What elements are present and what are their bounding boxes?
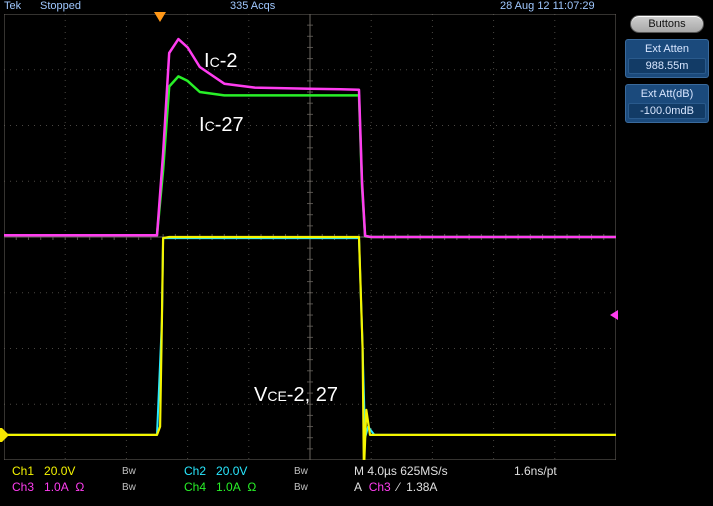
ch2-scale: 20.0V: [216, 464, 247, 478]
ch4-ohm: Ω: [247, 480, 256, 494]
acq-status: Stopped: [40, 0, 81, 12]
ext-atten-box[interactable]: Ext Atten 988.55m: [625, 39, 709, 78]
ch3-bw-tag: Bw: [122, 482, 136, 493]
trig-level: 1.38A: [406, 480, 437, 494]
ch3-scale: 1.0A: [44, 480, 69, 494]
ch2-label: Ch2: [184, 464, 206, 478]
ch2-bw-tag: Bw: [294, 466, 308, 477]
trig-slope-icon: ⁄: [394, 480, 403, 494]
brand-label: Tek: [4, 0, 21, 12]
ext-atten-value: 988.55m: [628, 58, 706, 74]
annotation-ic2: IC-2: [204, 50, 237, 73]
ext-att-db-box[interactable]: Ext Att(dB) -100.0mdB: [625, 84, 709, 123]
oscilloscope-screenshot: Tek Stopped 335 Acqs 28 Aug 12 11:07:29 …: [0, 0, 713, 506]
ext-att-db-title: Ext Att(dB): [628, 88, 706, 100]
ch1-ground-marker: 1: [0, 428, 2, 442]
ch1-bw-tag: Bw: [122, 466, 136, 477]
top-status-bar: Tek Stopped 335 Acqs 28 Aug 12 11:07:29: [0, 0, 713, 14]
ext-atten-title: Ext Atten: [628, 43, 706, 55]
trigger-level-marker: [610, 310, 618, 320]
ch3-ohm: Ω: [75, 480, 84, 494]
ch1-label: Ch1: [12, 464, 34, 478]
ch3-label: Ch3: [12, 480, 34, 494]
timebase-readout: M 4.0µs 625MS/s: [354, 464, 448, 478]
channel-readout: Ch1 20.0V Bw Ch2 20.0V Bw Ch3 1.0A Ω Bw …: [4, 462, 616, 502]
buttons-button[interactable]: Buttons: [630, 15, 704, 33]
ch1-scale: 20.0V: [44, 464, 75, 478]
trigger-position-marker: [154, 12, 166, 22]
annotation-vce: VCE-2, 27: [254, 384, 338, 407]
side-panel: Buttons Ext Atten 988.55m Ext Att(dB) -1…: [621, 13, 713, 129]
ch4-scale: 1.0A: [216, 480, 241, 494]
waveform-display: 1 IC-2 IC-27 VCE-2, 27: [4, 14, 616, 460]
trig-src: Ch3: [369, 480, 391, 494]
annotation-ic27: IC-27: [199, 114, 244, 137]
time-res-readout: 1.6ns/pt: [514, 464, 557, 478]
datetime-label: 28 Aug 12 11:07:29: [500, 0, 595, 12]
ch4-label: Ch4: [184, 480, 206, 494]
ext-att-db-value: -100.0mdB: [628, 103, 706, 119]
trig-a: A: [354, 480, 365, 494]
acq-count: 335 Acqs: [230, 0, 275, 12]
ch4-bw-tag: Bw: [294, 482, 308, 493]
